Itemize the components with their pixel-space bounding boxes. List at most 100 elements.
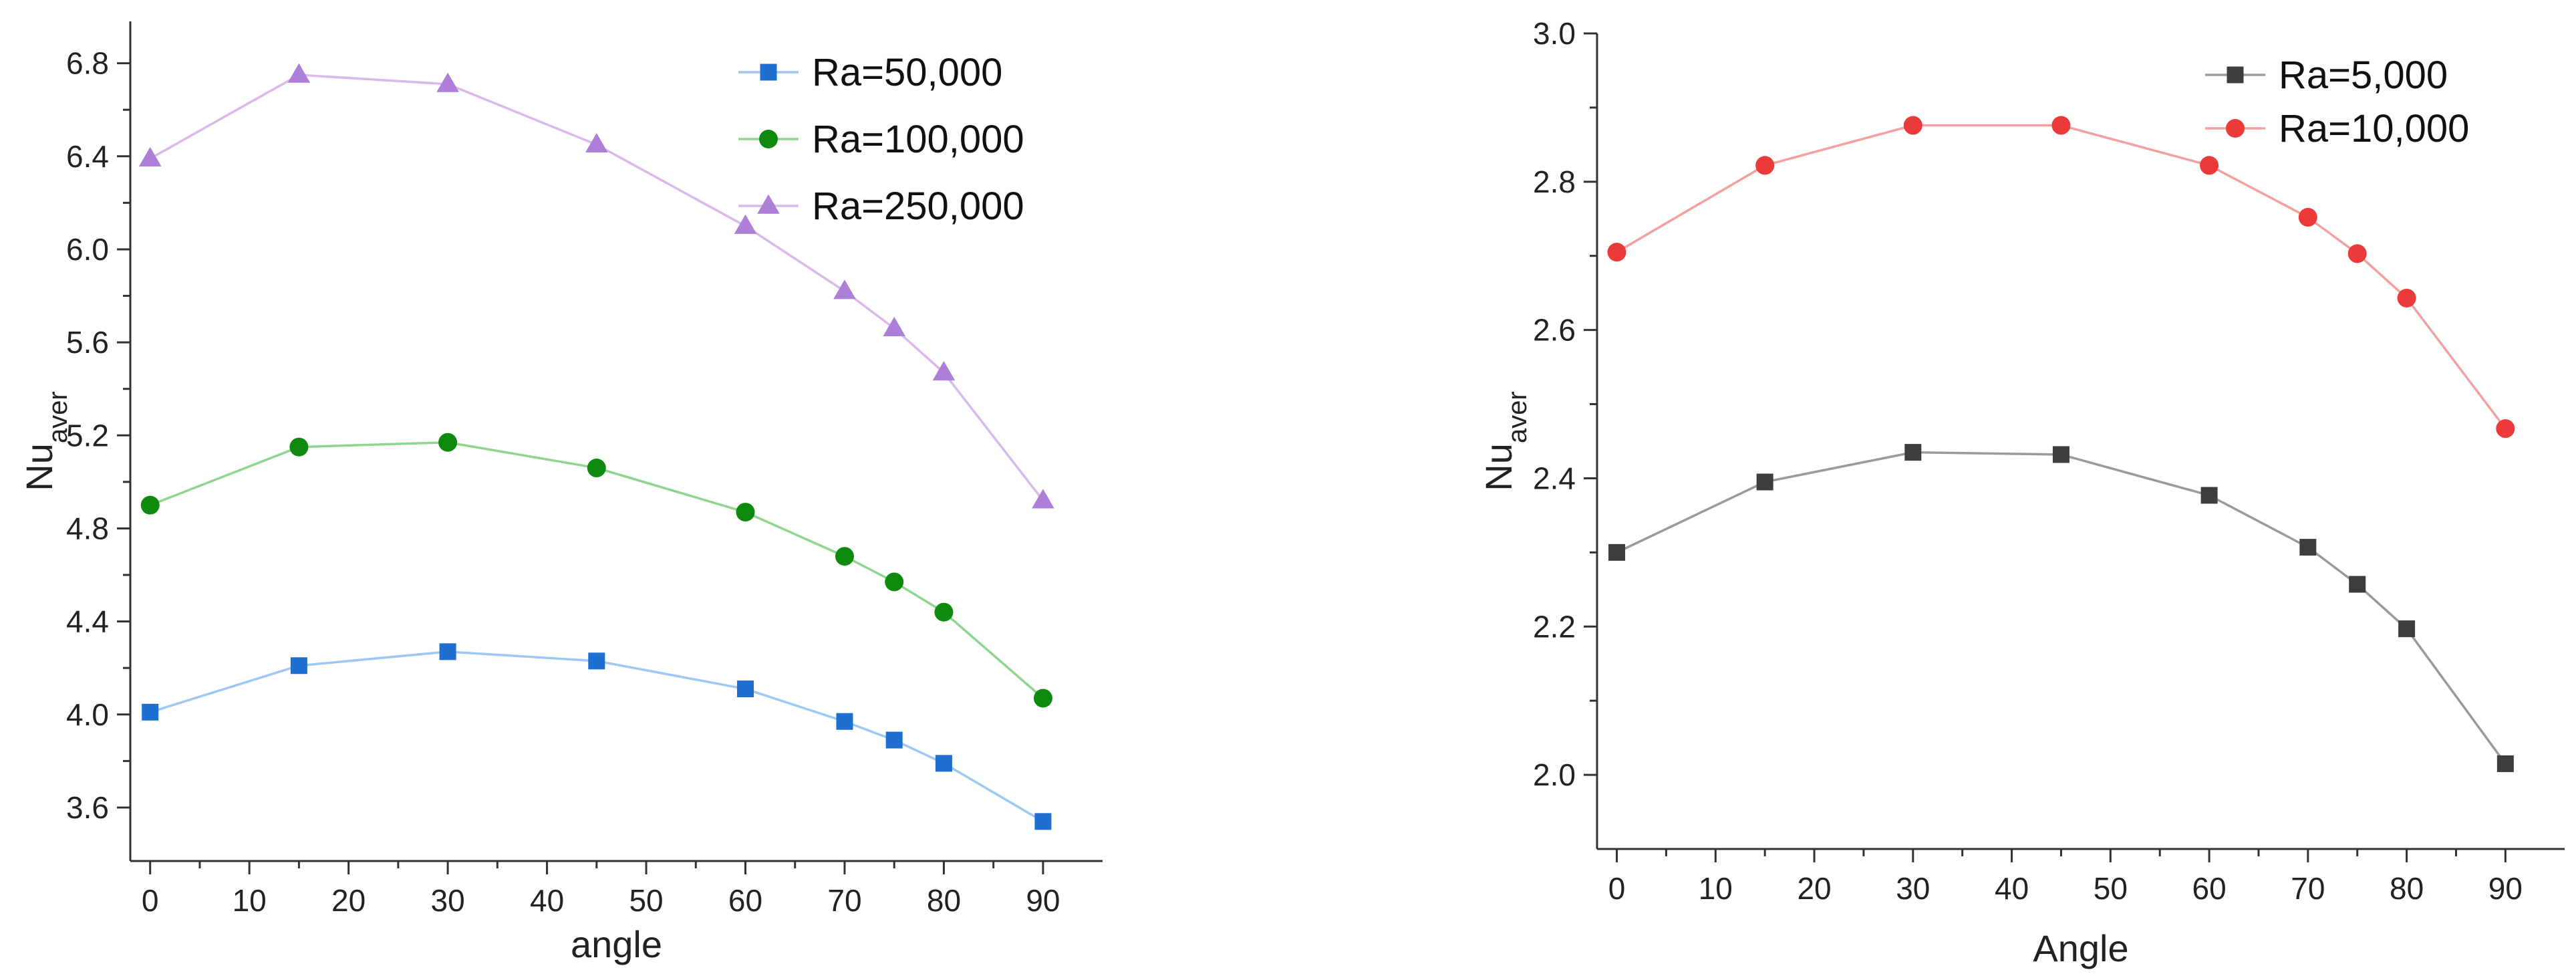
series-Ra=10,000 bbox=[1607, 116, 2515, 439]
data-point bbox=[1903, 116, 1922, 135]
data-point bbox=[287, 63, 311, 83]
x-tick-label: 50 bbox=[2094, 871, 2128, 906]
x-tick-label: 50 bbox=[629, 883, 663, 918]
data-point bbox=[436, 72, 459, 92]
data-point bbox=[885, 731, 903, 749]
series-Ra=250,000 bbox=[138, 63, 1054, 509]
x-tick-label: 10 bbox=[1699, 871, 1733, 906]
data-point bbox=[1608, 543, 1626, 561]
series-Ra=50,000 bbox=[142, 643, 1052, 830]
data-point bbox=[2397, 288, 2416, 308]
y-tick-label: 2.6 bbox=[1533, 313, 1576, 348]
legend-marker bbox=[759, 130, 778, 148]
legend-label: Ra=5,000 bbox=[2279, 53, 2448, 97]
data-point bbox=[935, 755, 952, 772]
data-point bbox=[932, 361, 956, 381]
series-line bbox=[1616, 451, 2507, 765]
x-axis-title: Angle bbox=[2033, 927, 2128, 969]
data-point bbox=[2200, 156, 2219, 175]
y-axis-title: Nuaver bbox=[18, 391, 73, 491]
y-tick-label: 2.2 bbox=[1533, 609, 1576, 644]
data-point bbox=[290, 657, 307, 675]
y-tick-label: 3.6 bbox=[66, 790, 109, 825]
x-tick-label: 40 bbox=[530, 883, 564, 918]
data-point bbox=[289, 437, 309, 457]
data-point bbox=[138, 146, 162, 167]
series-Ra=100,000 bbox=[140, 433, 1052, 708]
y-tick-label: 2.4 bbox=[1533, 461, 1576, 495]
data-point bbox=[885, 572, 904, 592]
data-point bbox=[140, 495, 160, 515]
data-point bbox=[836, 713, 853, 730]
data-point bbox=[438, 433, 458, 452]
data-point bbox=[835, 547, 854, 566]
data-point bbox=[1756, 473, 1773, 491]
data-point bbox=[1034, 813, 1052, 830]
data-point bbox=[439, 643, 456, 660]
x-tick-label: 90 bbox=[2488, 871, 2523, 906]
legend-label: Ra=10,000 bbox=[2279, 107, 2469, 150]
legend-marker bbox=[2227, 66, 2244, 84]
series-line bbox=[150, 650, 1044, 823]
chart-left: 0 10 20 30 40 50 60 70 80 90 3.6 4.0 4.4 4.8 5.2 5.6 6.0… bbox=[18, 21, 1103, 965]
x-tick-label: 10 bbox=[233, 883, 267, 918]
y-tick-label: 6.0 bbox=[66, 232, 109, 267]
data-point bbox=[2299, 539, 2317, 556]
y-tick-label: 3.0 bbox=[1533, 16, 1576, 51]
legend-marker bbox=[760, 64, 777, 81]
legend-label: Ra=50,000 bbox=[812, 51, 1002, 94]
data-point bbox=[2496, 755, 2514, 772]
data-point bbox=[142, 703, 159, 721]
series-line bbox=[1616, 124, 2507, 430]
x-tick-label: 80 bbox=[927, 883, 961, 918]
data-point bbox=[734, 214, 757, 234]
x-tick-label: 40 bbox=[1995, 871, 2029, 906]
y-tick-label: 6.8 bbox=[66, 46, 109, 81]
x-tick-label: 70 bbox=[827, 883, 861, 918]
data-point bbox=[585, 133, 608, 153]
legend-entry: Ra=5,000 bbox=[2205, 53, 2448, 97]
data-point bbox=[883, 316, 906, 337]
data-point bbox=[2200, 487, 2218, 504]
x-tick-label: 0 bbox=[1608, 871, 1626, 906]
x-tick-label: 90 bbox=[1026, 883, 1060, 918]
legend-marker bbox=[2226, 119, 2245, 138]
x-tick-label: 60 bbox=[2192, 871, 2226, 906]
legend-entry: Ra=10,000 bbox=[2205, 107, 2469, 150]
data-point bbox=[2349, 576, 2366, 593]
data-point bbox=[736, 503, 755, 522]
legend-entry: Ra=50,000 bbox=[738, 51, 1002, 94]
data-point bbox=[2496, 419, 2515, 439]
x-tick-label: 60 bbox=[728, 883, 762, 918]
data-point bbox=[1904, 444, 1922, 461]
data-point bbox=[2347, 244, 2367, 263]
series-Ra=5,000 bbox=[1608, 444, 2514, 772]
y-tick-label: 2.8 bbox=[1533, 164, 1576, 199]
data-point bbox=[934, 602, 954, 622]
x-tick-label: 30 bbox=[1896, 871, 1930, 906]
y-tick-label: 4.8 bbox=[66, 511, 109, 545]
data-point bbox=[2052, 446, 2069, 463]
y-tick-label: 5.2 bbox=[66, 418, 109, 453]
y-tick-label: 2.0 bbox=[1533, 757, 1576, 792]
x-tick-label: 20 bbox=[331, 883, 366, 918]
legend-label: Ra=250,000 bbox=[812, 185, 1024, 228]
x-tick-label: 70 bbox=[2291, 871, 2325, 906]
data-point bbox=[2051, 116, 2071, 135]
data-point bbox=[737, 681, 754, 698]
chart-right: 0 10 20 30 40 50 60 70 80 90 2.0 2.2 2.4 2.6 2.8 3.0 Ang… bbox=[1477, 16, 2565, 969]
x-axis-title: angle bbox=[571, 923, 662, 965]
data-point bbox=[833, 279, 856, 299]
data-point bbox=[1755, 156, 1775, 175]
y-tick-label: 5.6 bbox=[66, 325, 109, 360]
data-point bbox=[2298, 208, 2317, 227]
x-tick-label: 30 bbox=[431, 883, 465, 918]
legend-entry: Ra=100,000 bbox=[738, 118, 1024, 161]
data-point bbox=[1033, 689, 1052, 708]
data-point bbox=[1607, 243, 1626, 262]
data-point bbox=[587, 459, 606, 478]
legend-marker bbox=[757, 194, 780, 214]
x-tick-label: 0 bbox=[142, 883, 159, 918]
y-tick-label: 6.4 bbox=[66, 139, 109, 174]
